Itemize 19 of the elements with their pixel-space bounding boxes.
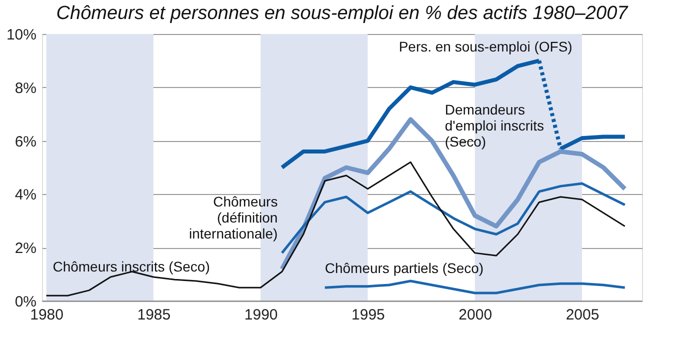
x-tick-label: 2000 [458,306,492,324]
x-tick-label: 2005 [566,306,600,324]
line-series [46,161,626,296]
line-series [324,280,626,294]
series-label: Chômeurs (définition internationale) [188,194,278,242]
x-tick-label: 1985 [137,306,171,324]
y-tick-label: 6% [14,133,36,150]
line-series [280,182,626,254]
y-tick-label: 10% [6,26,36,44]
y-tick-label: 8% [14,80,36,97]
y-tick-label: 2% [14,240,36,258]
y-tick-label: 4% [14,186,36,204]
series-label: Demandeurs d'emploi inscrits (Seco) [444,101,544,150]
series-label: Chômeurs inscrits (Seco) [52,258,210,275]
x-tick-label: 1990 [244,306,278,324]
series-label: Chômeurs partiels (Seco) [324,260,484,276]
chart-title: Chômeurs et personnes en sous-emploi en % des actifs 1980–2007 [56,3,630,24]
x-tick-label: 1995 [352,306,385,324]
text: Pers. en sous-emploi (OFS) [398,38,572,54]
